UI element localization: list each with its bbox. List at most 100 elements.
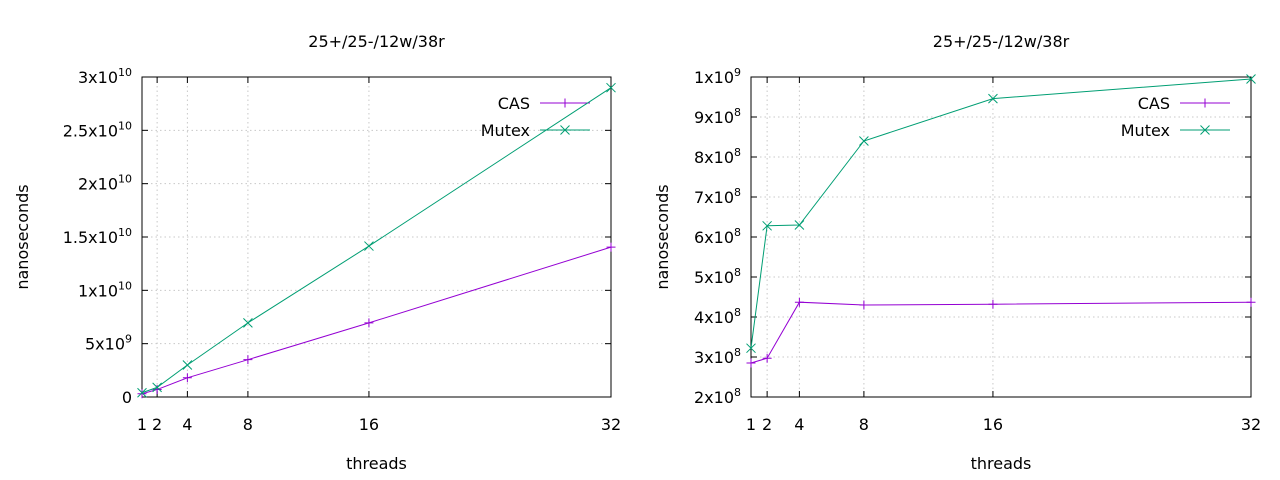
data-point-cross [746,343,756,354]
data-point-plus [137,389,147,399]
y-tick-mantissa: 2x10 [78,175,118,194]
series-line [141,87,612,394]
y-tick-label: 3x1010 [78,66,132,87]
y-tick-label: 8x108 [694,146,741,167]
x-tick-label: 32 [601,415,621,434]
y-tick-label: 2x108 [694,386,741,407]
y-tick-mantissa: 1.5x10 [63,228,118,247]
y-tick-label: 7x108 [694,186,741,207]
y-tick-mantissa: 0 [122,388,132,407]
y-tick-label: 1.5x1010 [63,226,132,247]
series-line [141,246,612,395]
x-tick-label: 16 [983,415,1003,434]
y-tick-mantissa: 1x10 [78,281,118,300]
chart-title: 25+/25-/12w/38r [933,32,1070,51]
y-tick-exponent: 8 [734,306,741,319]
series-line [750,78,1252,349]
data-point-cross [988,93,998,104]
y-tick-label: 2.5x1010 [63,119,132,140]
y-tick-exponent: 9 [734,66,741,79]
x-axis-label: threads [971,454,1032,473]
data-point-plus [859,300,869,310]
data-point-cross [137,387,147,398]
data-point-plus [606,242,616,252]
x-tick-label: 1 [746,415,756,434]
y-tick-mantissa: 2.5x10 [63,121,118,140]
data-point-plus [1246,297,1256,307]
chart-right: 1 2 4 8 16 322x1083x1084x1085x1086x1087x1088x… [653,32,1261,473]
y-tick-mantissa: 8x10 [694,148,734,167]
legend-label: CAS [1138,94,1170,113]
data-point-plus [560,98,570,108]
data-point-cross [762,220,772,231]
y-tick-exponent: 9 [125,333,132,346]
data-point-cross [859,136,869,146]
x-axis-label: threads [346,454,407,473]
legend-label: Mutex [1121,121,1170,140]
data-point-cross [1200,125,1210,135]
data-point-plus [243,355,253,365]
y-tick-mantissa: 4x10 [694,308,734,327]
plot-frame [750,76,1252,398]
y-tick-mantissa: 7x10 [694,188,734,207]
y-tick-exponent: 8 [734,146,741,159]
x-tick-label: 16 [359,415,379,434]
y-tick-label: 1x1010 [78,279,132,300]
y-tick-label: 6x108 [694,226,741,247]
y-tick-exponent: 10 [118,173,132,186]
y-tick-exponent: 8 [734,186,741,199]
y-tick-mantissa: 5x10 [85,335,125,354]
data-point-cross [243,318,253,328]
data-point-cross [182,360,193,370]
series-cas [137,242,616,399]
x-tick-label: 2 [762,415,772,434]
y-tick-label: 4x108 [694,306,741,327]
data-point-cross [606,82,616,93]
x-tick-label: 8 [859,415,869,434]
y-tick-exponent: 8 [734,266,741,279]
data-point-plus [988,299,998,309]
y-tick-exponent: 10 [118,66,132,79]
data-point-cross [560,125,570,135]
data-point-plus [794,297,804,307]
data-point-cross [364,241,374,251]
legend-label: Mutex [481,121,530,140]
y-tick-mantissa: 1x10 [694,68,734,87]
data-point-plus [1200,98,1210,108]
y-tick-exponent: 10 [118,119,132,132]
x-tick-label: 4 [794,415,804,434]
y-axis-label: nanoseconds [13,184,32,289]
y-tick-exponent: 10 [118,279,132,292]
y-tick-label: 0 [122,388,132,407]
y-tick-mantissa: 3x10 [78,68,118,87]
y-tick-mantissa: 3x10 [694,348,734,367]
y-tick-label: 1x109 [694,66,741,87]
data-point-plus [364,318,374,328]
x-tick-label: 32 [1241,415,1261,434]
y-tick-mantissa: 2x10 [694,388,734,407]
x-tick-label: 8 [243,415,253,434]
series-mutex [746,74,1256,354]
y-tick-exponent: 8 [734,226,741,239]
x-tick-label: 2 [152,415,162,434]
y-tick-mantissa: 6x10 [694,228,734,247]
data-point-cross [1246,74,1256,84]
data-point-plus [182,373,192,383]
y-tick-exponent: 8 [734,346,741,359]
chart-left: 1 2 4 8 16 3205x1091x10101.5x10102x10102.5x10… [13,32,621,473]
data-point-plus [746,358,756,368]
y-tick-label: 5x109 [85,333,132,354]
y-tick-mantissa: 5x10 [694,268,734,287]
chart-title: 25+/25-/12w/38r [308,32,445,51]
x-tick-label: 4 [182,415,192,434]
series-cas [746,297,1256,368]
y-tick-label: 2x1010 [78,173,132,194]
y-tick-exponent: 8 [734,386,741,399]
y-axis-label: nanoseconds [653,184,672,289]
data-point-plus [762,353,772,363]
y-tick-exponent: 8 [734,106,741,119]
legend-label: CAS [498,94,530,113]
x-tick-label: 1 [137,415,147,434]
y-tick-exponent: 10 [118,226,132,239]
